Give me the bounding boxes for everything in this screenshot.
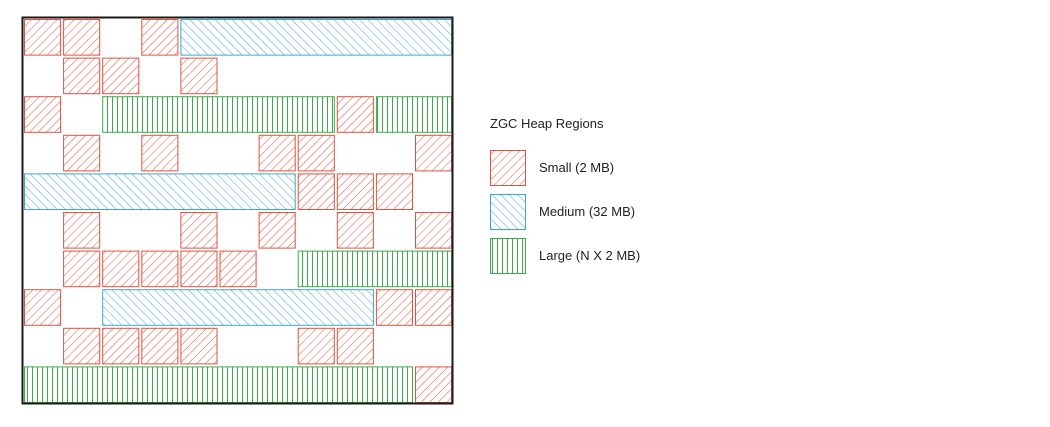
heap-border [21,16,454,405]
small-region [180,327,218,365]
small-region [141,327,179,365]
small-region [297,134,335,172]
small-region [24,19,62,56]
legend-swatch-large [490,238,526,274]
large-region [24,366,413,403]
large-region [297,250,453,288]
small-region [375,173,413,210]
small-region [258,134,296,172]
small-region [63,19,101,56]
legend-label-medium: Medium (32 MB) [539,204,635,219]
small-region [219,250,257,288]
legend-title: ZGC Heap Regions [490,116,604,131]
small-region [180,250,218,288]
small-region [336,96,374,133]
large-region [102,96,335,133]
small-region [63,250,101,288]
small-region [24,96,62,133]
small-region [63,327,101,365]
small-region [297,327,335,365]
legend-swatch-medium [490,194,526,230]
small-region [102,250,140,288]
small-region [415,366,453,403]
small-region [180,212,218,249]
small-region [375,289,413,326]
small-region [336,212,374,249]
large-region [375,96,453,133]
small-region [258,212,296,249]
medium-region [102,289,374,326]
legend: ZGC Heap Regions Small (2 MB) Medium (32 … [490,116,640,274]
medium-region [24,173,296,210]
small-region [63,212,101,249]
legend-label-large: Large (N X 2 MB) [539,248,640,263]
small-region [102,57,140,95]
legend-swatch-small [490,150,526,186]
small-region [180,57,218,95]
small-region [336,327,374,365]
small-region [24,289,62,326]
small-region [297,173,335,210]
legend-label-small: Small (2 MB) [539,160,614,175]
small-region [415,289,453,326]
small-region [141,250,179,288]
heap-regions [24,19,453,403]
small-region [415,212,453,249]
small-region [415,134,453,172]
small-region [102,327,140,365]
small-region [63,134,101,172]
small-region [141,19,179,56]
medium-region [180,19,453,56]
small-region [336,173,374,210]
small-region [141,134,179,172]
small-region [63,57,101,95]
